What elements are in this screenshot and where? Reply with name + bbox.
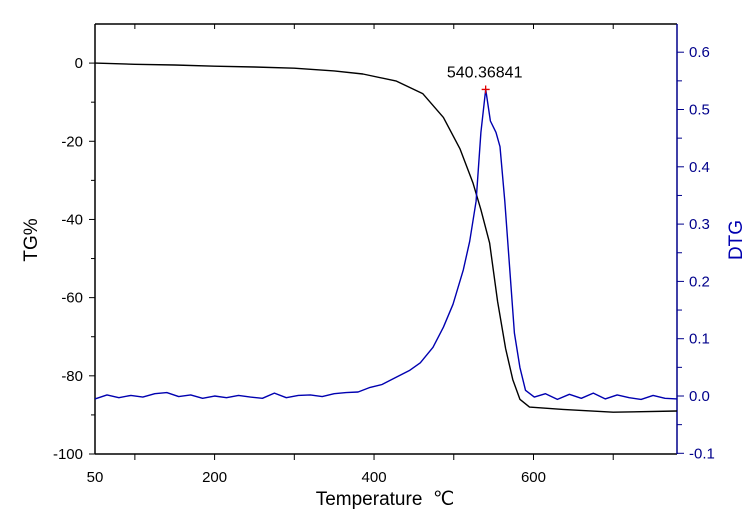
y-tick-label-left: -20 xyxy=(61,133,83,150)
y-tick-label-left: -40 xyxy=(61,211,83,228)
y-tick-label-right: 0.0 xyxy=(689,388,710,405)
x-tick-label: 50 xyxy=(87,469,104,486)
x-tick-label: 200 xyxy=(202,469,227,486)
y-tick-label-right: -0.1 xyxy=(689,445,715,462)
y-axis-label-right: DTG xyxy=(726,220,747,260)
y-tick-label-right: 0.1 xyxy=(689,331,710,348)
dtg-line xyxy=(94,88,678,401)
y-tick-label-left: -60 xyxy=(61,290,83,307)
peak-marker xyxy=(481,85,490,94)
x-tick-label: 400 xyxy=(362,469,387,486)
y-axis-label-left: TG% xyxy=(21,218,42,261)
x-axis-label: Temperature ℃ xyxy=(316,489,455,510)
y-tick-label-left: 0 xyxy=(75,55,83,72)
x-tick-label: 600 xyxy=(521,469,546,486)
peak-annotation: 540.36841 xyxy=(447,64,523,81)
y-tick-label-left: -80 xyxy=(61,368,83,385)
ticks: 50 200 400 600 0 -20 -40 -60 -80 -100 0.6 0.5 0.4 0.3… xyxy=(53,24,715,486)
y-tick-label-right: 0.4 xyxy=(689,159,710,176)
series xyxy=(94,62,678,413)
tg-line xyxy=(94,62,678,413)
y-tick-label-right: 0.2 xyxy=(689,273,710,290)
y-tick-label-right: 0.6 xyxy=(689,44,710,61)
y-tick-label-right: 0.3 xyxy=(689,216,710,233)
y-tick-label-right: 0.5 xyxy=(689,102,710,119)
y-tick-label-left: -100 xyxy=(53,446,83,463)
axes xyxy=(94,23,678,455)
